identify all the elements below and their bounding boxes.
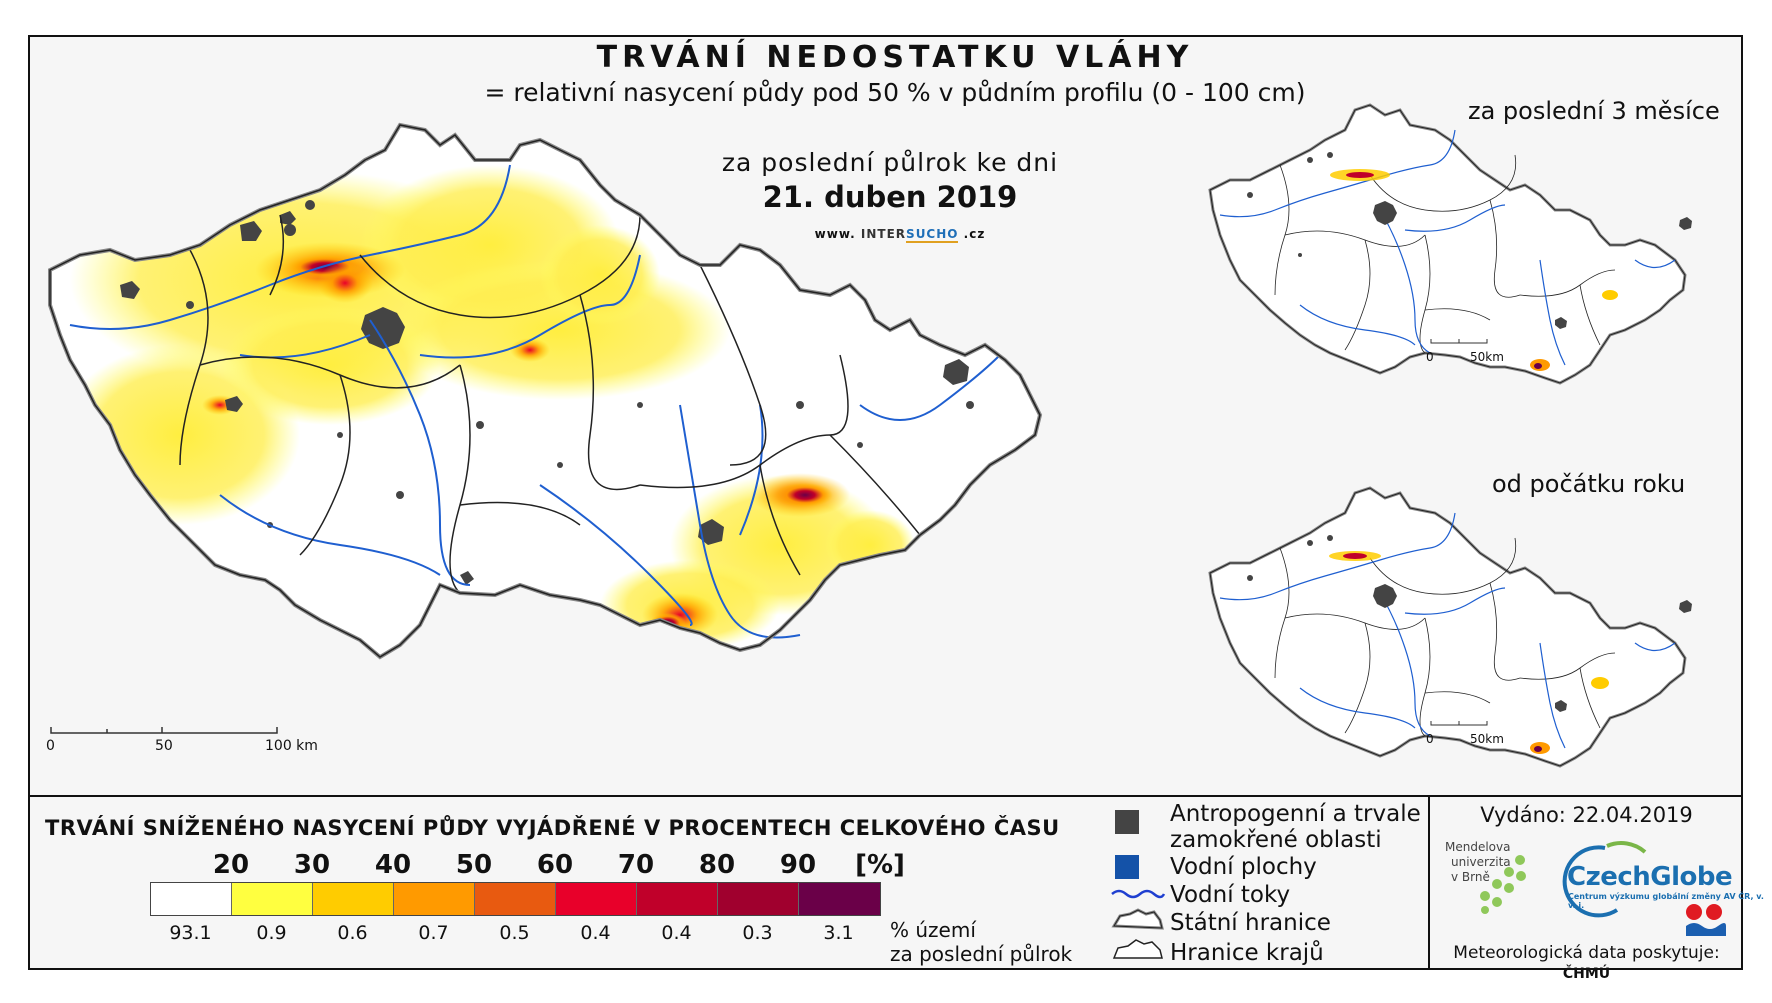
water-bodies-label: Vodní plochy: [1170, 854, 1317, 880]
water-bodies-swatch: [1115, 855, 1139, 879]
date-label: 21. duben 2019: [762, 180, 1018, 214]
legend-swatch-5: [556, 883, 637, 915]
map-subtitle: = relativní nasycení půdy pod 50 % v půd…: [484, 78, 1306, 107]
inset-map-year-start: [1208, 486, 1692, 768]
inset-label-3-months: za poslední 3 měsíce: [1468, 97, 1720, 125]
region-border-symbol: [1112, 939, 1163, 959]
state-border-symbol: [1111, 908, 1164, 930]
legend-swatch-1: [232, 883, 313, 915]
legend-share-0: 93.1: [169, 922, 212, 944]
inset-bottom-scale-50: 50km: [1470, 732, 1504, 746]
legend-share-3: 0.7: [418, 922, 449, 944]
legend-share-8: 3.1: [823, 922, 854, 944]
threshold-90: 90: [779, 850, 817, 880]
inset-map-3-months: [1208, 103, 1692, 385]
legend-share-2: 0.6: [337, 922, 368, 944]
main-map: [48, 122, 1043, 734]
legend-swatch-4: [475, 883, 556, 915]
legend-share-6: 0.4: [661, 922, 692, 944]
legend-unit: % území za poslední půlrok: [890, 918, 1073, 966]
anthropogenic-label: Antropogenní a trvale zamokřené oblasti: [1170, 801, 1421, 853]
legend-swatch-7: [718, 883, 799, 915]
threshold-60: 60: [536, 850, 574, 880]
mendel-dots-icon: [1480, 855, 1526, 914]
legend-swatch-3: [394, 883, 475, 915]
legend-title: TRVÁNÍ SNÍŽENÉHO NASYCENÍ PŮDY VYJÁDŘENÉ…: [45, 816, 1060, 840]
legend-swatch-6: [637, 883, 718, 915]
state-border-label: Státní hranice: [1170, 910, 1331, 936]
period-label: za poslední půlrok ke dni: [721, 148, 1059, 177]
mendel-university-logo: Mendelova univerzita v Brně: [1445, 840, 1511, 884]
legend-share-7: 0.3: [742, 922, 773, 944]
legend-divider: [28, 795, 1743, 797]
threshold-40: 40: [374, 850, 412, 880]
website-link[interactable]: www. INTERSUCHO .cz: [814, 227, 986, 243]
threshold-30: 30: [293, 850, 331, 880]
legend-swatch-0: [151, 883, 232, 915]
rivers-label: Vodní toky: [1170, 882, 1291, 908]
czechglobe-name: CzechGlobe: [1567, 862, 1733, 892]
region-border-label: Hranice krajů: [1170, 940, 1324, 966]
threshold-80: 80: [698, 850, 736, 880]
legend-swatch-2: [313, 883, 394, 915]
rivers-symbol: [1111, 889, 1166, 899]
issuer-divider: [1428, 796, 1430, 970]
chmu-logo-icon: [1686, 904, 1726, 936]
anthropogenic-swatch: [1115, 810, 1139, 834]
legend-share-5: 0.4: [580, 922, 611, 944]
threshold-70: 70: [617, 850, 655, 880]
map-title: TRVÁNÍ NEDOSTATKU VLÁHY: [596, 40, 1194, 75]
czechglobe-subtitle: Centrum výzkumu globální změny AV ČR, v.…: [1568, 892, 1764, 910]
czechglobe-logo-icon: [1562, 841, 1647, 918]
inset-top-scale-0: 0: [1426, 350, 1434, 364]
scale-label-0: 0: [46, 738, 55, 754]
inset-bottom-scale-0: 0: [1426, 732, 1434, 746]
inset-label-year-start: od počátku roku: [1492, 470, 1686, 498]
legend-share-1: 0.9: [256, 922, 287, 944]
threshold-20: 20: [212, 850, 250, 880]
legend-swatch-8: [799, 883, 880, 915]
meteo-data-source: Meteorologická data poskytuje: ČHMÚ: [1453, 943, 1720, 982]
threshold-unit: [%]: [855, 850, 905, 880]
issued-date: Vydáno: 22.04.2019: [1480, 803, 1693, 827]
inset-top-scale-50: 50km: [1470, 350, 1504, 364]
main-scale-bar: [50, 727, 278, 734]
legend-color-bar: [150, 882, 881, 916]
scale-label-100: 100 km: [265, 738, 318, 754]
scale-label-50: 50: [155, 738, 173, 754]
threshold-50: 50: [455, 850, 493, 880]
legend-share-4: 0.5: [499, 922, 530, 944]
